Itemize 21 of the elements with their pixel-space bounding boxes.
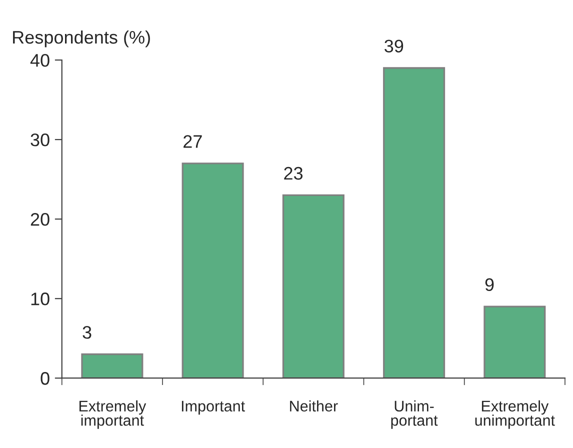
bar <box>383 67 446 378</box>
y-tick-label: 20 <box>30 213 50 226</box>
y-tick-label: 0 <box>40 372 50 385</box>
y-tick-label: 30 <box>30 133 50 146</box>
y-tick-label: 10 <box>31 292 50 306</box>
y-tick-label: 40 <box>30 54 50 67</box>
bar <box>484 306 546 378</box>
data-label: 27 <box>184 135 202 148</box>
x-tick-label: Important <box>182 400 245 415</box>
bar <box>182 162 244 378</box>
x-tick-label: Extremely unimportant <box>475 400 555 429</box>
data-label: 3 <box>82 326 92 339</box>
x-tick-label: Unim- portant <box>391 400 438 429</box>
bar <box>81 353 144 378</box>
data-label: 9 <box>485 278 494 292</box>
data-label: 23 <box>284 166 303 180</box>
x-tick-label: Neither <box>290 400 338 412</box>
x-tick-label: Extremely important <box>79 400 146 429</box>
y-axis-title: Respondents (%) <box>13 30 150 48</box>
bar <box>282 194 344 378</box>
data-label: 39 <box>384 40 404 52</box>
